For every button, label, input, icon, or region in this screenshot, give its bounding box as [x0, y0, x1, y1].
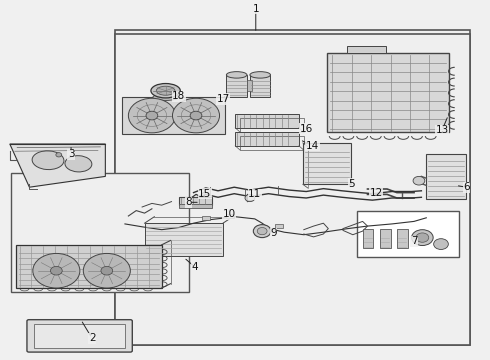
Bar — [380, 229, 391, 248]
Circle shape — [434, 239, 448, 249]
Bar — [115, 34, 470, 345]
Polygon shape — [122, 97, 225, 134]
Bar — [226, 75, 247, 97]
Ellipse shape — [250, 72, 270, 78]
Text: 9: 9 — [270, 228, 277, 238]
Text: 7: 7 — [411, 236, 417, 246]
Circle shape — [56, 153, 62, 157]
Ellipse shape — [65, 156, 92, 172]
Text: 2: 2 — [89, 333, 96, 343]
Circle shape — [253, 225, 271, 238]
Text: 14: 14 — [306, 141, 319, 151]
Circle shape — [245, 194, 255, 202]
Bar — [327, 53, 449, 132]
Circle shape — [416, 233, 429, 242]
Bar — [179, 197, 212, 205]
Text: 10: 10 — [223, 209, 236, 219]
Circle shape — [33, 253, 80, 288]
Bar — [235, 114, 299, 128]
Bar — [275, 224, 283, 228]
Ellipse shape — [156, 86, 175, 95]
Bar — [179, 204, 212, 208]
Text: 15: 15 — [198, 189, 212, 199]
Ellipse shape — [226, 72, 247, 78]
Ellipse shape — [32, 151, 64, 170]
Polygon shape — [10, 144, 105, 187]
Text: 17: 17 — [216, 94, 230, 104]
Text: 11: 11 — [248, 189, 262, 199]
Text: 1: 1 — [252, 4, 259, 14]
Circle shape — [146, 111, 158, 120]
Text: 6: 6 — [463, 182, 470, 192]
Text: 4: 4 — [192, 262, 198, 272]
Bar — [235, 132, 299, 146]
Bar — [247, 80, 252, 91]
Bar — [357, 211, 459, 257]
Circle shape — [172, 98, 220, 133]
Text: 8: 8 — [185, 197, 192, 207]
Bar — [240, 118, 304, 132]
Bar — [11, 173, 189, 292]
Bar — [363, 229, 373, 248]
Bar — [303, 143, 351, 184]
FancyBboxPatch shape — [27, 320, 132, 352]
Circle shape — [83, 253, 130, 288]
Bar — [115, 30, 470, 345]
Text: 5: 5 — [348, 179, 355, 189]
Text: 18: 18 — [172, 91, 186, 102]
Polygon shape — [16, 245, 162, 288]
Polygon shape — [145, 223, 223, 256]
Circle shape — [412, 230, 433, 246]
Bar — [426, 154, 466, 199]
Circle shape — [50, 266, 62, 275]
Text: 16: 16 — [299, 124, 313, 134]
Bar — [347, 46, 386, 53]
Text: 12: 12 — [369, 188, 383, 198]
Bar — [397, 229, 408, 248]
Bar — [202, 216, 210, 220]
Circle shape — [101, 266, 113, 275]
Ellipse shape — [151, 84, 180, 98]
Bar — [34, 324, 125, 348]
Ellipse shape — [153, 94, 178, 100]
Text: 3: 3 — [68, 149, 74, 159]
Bar — [240, 136, 304, 150]
Circle shape — [190, 111, 202, 120]
Circle shape — [128, 98, 175, 133]
Text: 13: 13 — [435, 125, 449, 135]
Circle shape — [257, 228, 267, 235]
Bar — [226, 214, 234, 218]
Circle shape — [413, 176, 425, 185]
Bar — [250, 75, 270, 97]
